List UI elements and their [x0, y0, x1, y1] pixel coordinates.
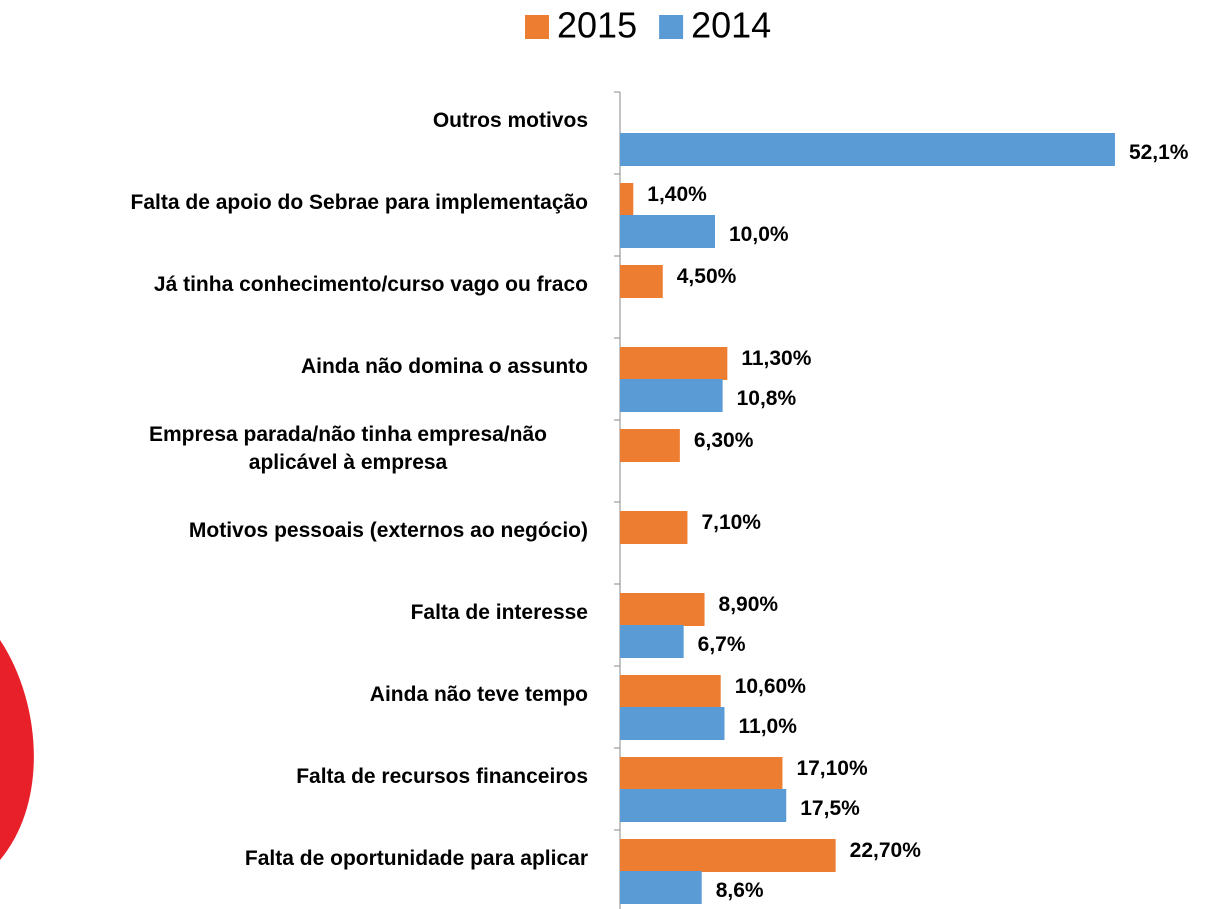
category-label: Já tinha conhecimento/curso vago ou frac…	[0, 244, 588, 326]
category-label: Falta de oportunidade para aplicar	[0, 818, 588, 900]
category-text: Empresa parada/não tinha empresa/não apl…	[108, 421, 588, 478]
category-text: Outros motivos	[433, 107, 588, 135]
bar	[620, 871, 702, 904]
bar	[620, 133, 1115, 166]
value-label: 10,8%	[737, 387, 797, 410]
bar	[620, 593, 705, 626]
category-label: Ainda não domina o assunto	[0, 326, 588, 408]
value-label: 8,90%	[719, 593, 779, 616]
category-label: Outros motivos	[0, 80, 588, 162]
category-text: Falta de oportunidade para aplicar	[245, 845, 588, 873]
category-label: Falta de apoio do Sebrae para implementa…	[0, 162, 588, 244]
value-label: 1,40%	[647, 183, 707, 206]
value-label: 11,30%	[741, 347, 811, 370]
value-label: 7,10%	[701, 511, 761, 534]
bar	[620, 215, 715, 248]
category-label: Empresa parada/não tinha empresa/não apl…	[0, 408, 588, 490]
category-text: Falta de apoio do Sebrae para implementa…	[131, 189, 588, 217]
value-label: 10,60%	[735, 675, 807, 698]
value-label: 11,0%	[739, 715, 798, 738]
bar	[620, 839, 836, 872]
bar	[620, 707, 725, 740]
category-text: Falta de interesse	[411, 599, 588, 627]
bar	[620, 183, 633, 216]
category-text: Falta de recursos financeiros	[296, 763, 588, 791]
category-label: Falta de recursos financeiros	[0, 736, 588, 818]
value-label: 52,1%	[1129, 141, 1189, 164]
value-label: 6,30%	[694, 429, 754, 452]
value-label: 10,0%	[729, 223, 789, 246]
legend-swatch	[525, 15, 549, 39]
bar	[620, 379, 723, 412]
value-label: 8,6%	[716, 879, 764, 902]
category-label: Motivos pessoais (externos ao negócio)	[0, 490, 588, 572]
category-text: Ainda não teve tempo	[370, 681, 588, 709]
chart: 2015 2014 52,1% 1,40% 10,0% 4,50% 11,30% 10,8% 6…	[0, 0, 1217, 909]
category-text: Já tinha conhecimento/curso vago ou frac…	[154, 271, 588, 299]
bar	[620, 789, 786, 822]
legend-label: 2014	[691, 5, 771, 46]
value-label: 17,5%	[800, 797, 860, 820]
value-label: 4,50%	[677, 265, 737, 288]
bar	[620, 511, 687, 544]
value-label: 22,70%	[850, 839, 922, 862]
legend-label: 2015	[557, 5, 637, 46]
category-label: Ainda não teve tempo	[0, 654, 588, 736]
category-label: Falta de interesse	[0, 572, 588, 654]
bar	[620, 675, 721, 708]
value-label: 6,7%	[698, 633, 746, 656]
legend-swatch	[659, 15, 683, 39]
bar	[620, 347, 727, 380]
category-text: Ainda não domina o assunto	[301, 353, 588, 381]
bar	[620, 429, 680, 462]
value-label: 17,10%	[796, 757, 868, 780]
category-text: Motivos pessoais (externos ao negócio)	[189, 517, 588, 545]
bar	[620, 265, 663, 298]
bar	[620, 757, 782, 790]
bar	[620, 625, 684, 658]
